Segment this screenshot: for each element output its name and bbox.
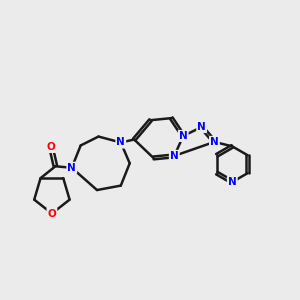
Text: O: O	[46, 142, 55, 152]
Text: N: N	[116, 137, 125, 148]
Text: O: O	[47, 208, 56, 218]
Text: N: N	[228, 177, 237, 187]
Text: N: N	[179, 131, 188, 141]
Text: N: N	[197, 122, 206, 132]
Text: N: N	[210, 137, 219, 147]
Text: N: N	[68, 163, 76, 173]
Text: N: N	[170, 151, 179, 161]
